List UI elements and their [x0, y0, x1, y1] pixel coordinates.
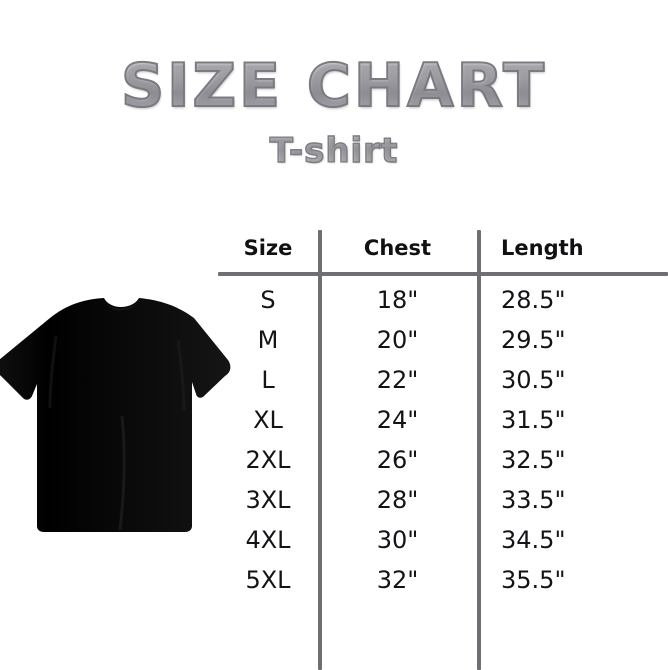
cell-chest: 20" — [376, 326, 419, 354]
cell-size: M — [257, 326, 279, 354]
page-title: SIZE CHART — [0, 55, 668, 117]
tshirt-illustration — [0, 296, 236, 536]
size-table: Size Chest Length S 18" 28.5" M 20" 29.5… — [218, 224, 668, 670]
cell-length: 34.5" — [501, 526, 566, 554]
table-row: M 20" 29.5" — [218, 320, 668, 360]
cell-length: 35.5" — [501, 566, 566, 594]
table-body: S 18" 28.5" M 20" 29.5" L 22" 30.5" XL 2… — [218, 280, 668, 600]
cell-chest: 26" — [376, 446, 419, 474]
cell-size: 2XL — [245, 446, 291, 474]
page-subtitle: T-shirt — [0, 116, 668, 168]
cell-chest: 18" — [376, 286, 419, 314]
cell-chest: 22" — [376, 366, 419, 394]
cell-size: L — [261, 366, 275, 394]
cell-length: 29.5" — [501, 326, 566, 354]
column-header-chest: Chest — [363, 236, 432, 260]
table-header-row: Size Chest Length — [218, 224, 668, 272]
table-row: S 18" 28.5" — [218, 280, 668, 320]
column-divider-1 — [318, 230, 322, 670]
cell-size: 5XL — [245, 566, 291, 594]
header-rule — [218, 272, 668, 276]
table-row: XL 24" 31.5" — [218, 400, 668, 440]
cell-length: 31.5" — [501, 406, 566, 434]
cell-chest: 30" — [376, 526, 419, 554]
cell-length: 32.5" — [501, 446, 566, 474]
table-row: 3XL 28" 33.5" — [218, 480, 668, 520]
table-row: 2XL 26" 32.5" — [218, 440, 668, 480]
column-divider-2 — [477, 230, 481, 670]
column-header-size: Size — [243, 236, 293, 260]
table-row: 4XL 30" 34.5" — [218, 520, 668, 560]
cell-length: 33.5" — [501, 486, 566, 514]
cell-size: 4XL — [245, 526, 291, 554]
cell-length: 30.5" — [501, 366, 566, 394]
cell-size: S — [260, 286, 276, 314]
column-header-length: Length — [501, 236, 584, 260]
cell-length: 28.5" — [501, 286, 566, 314]
cell-chest: 24" — [376, 406, 419, 434]
title-block: SIZE CHART T-shirt — [0, 55, 668, 169]
table-row: 5XL 32" 35.5" — [218, 560, 668, 600]
cell-chest: 32" — [376, 566, 419, 594]
cell-size: XL — [253, 406, 283, 434]
cell-chest: 28" — [376, 486, 419, 514]
cell-size: 3XL — [245, 486, 291, 514]
table-row: L 22" 30.5" — [218, 360, 668, 400]
